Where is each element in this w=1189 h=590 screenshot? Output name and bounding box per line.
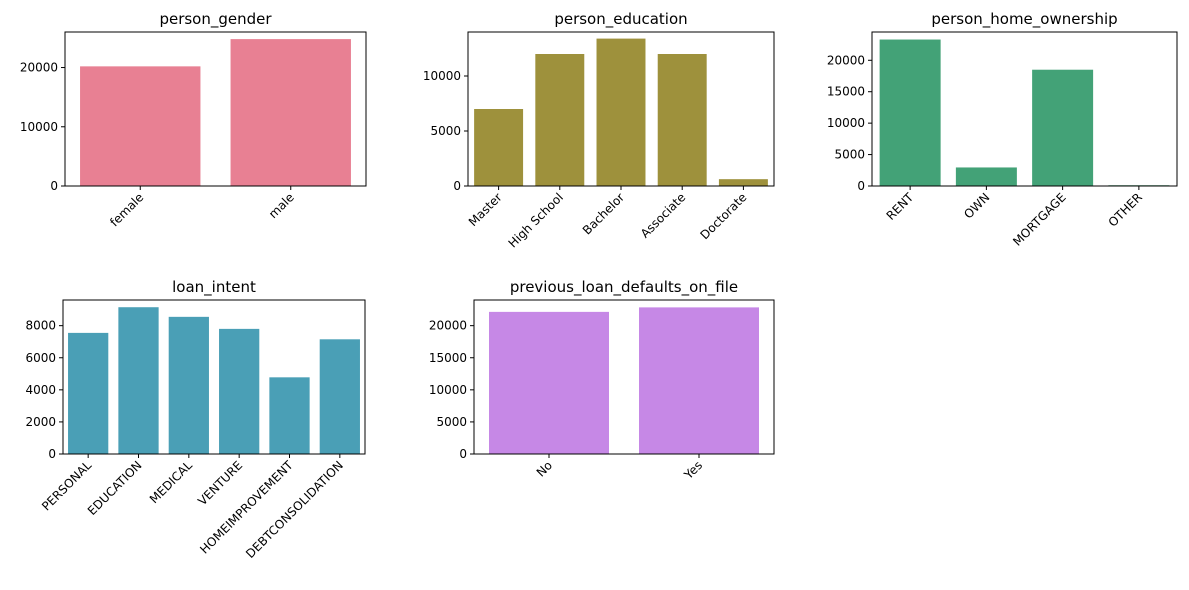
x-tick-label: MEDICAL [147, 458, 195, 506]
axes-frame [473, 299, 775, 455]
y-tick-label: 0 [857, 179, 865, 193]
axes-frame [871, 31, 1178, 187]
bar-male [230, 39, 351, 186]
x-tick-label: EDUCATION [85, 458, 145, 518]
chart-title: previous_loan_defaults_on_file [510, 278, 738, 297]
y-tick-label: 5000 [436, 415, 467, 429]
x-tick-label: OWN [961, 190, 992, 221]
bar-mortgage [1032, 69, 1094, 186]
chart-title: person_education [554, 10, 687, 29]
bar-bachelor [596, 38, 646, 186]
subplot-1: person_gender 0 10000 20000 female male [20, 10, 367, 229]
x-tick-label: Doctorate [697, 190, 749, 242]
x-tick-label: OTHER [1106, 190, 1145, 229]
y-tick-label: 20000 [429, 319, 467, 333]
x-tick-label: Bachelor [580, 190, 627, 237]
y-tick-label: 20000 [827, 53, 865, 67]
bar-venture [219, 328, 260, 454]
bar-own [955, 167, 1017, 186]
y-tick-label: 2000 [25, 415, 56, 429]
y-tick-label: 15000 [429, 351, 467, 365]
y-tick-label: 0 [459, 447, 467, 461]
x-tick-label: No [534, 458, 555, 479]
subplot-5: previous_loan_defaults_on_file 0 5000 10000… [429, 278, 775, 483]
y-tick-label: 20000 [20, 61, 58, 75]
y-tick-label: 6000 [25, 351, 56, 365]
chart-title: person_gender [159, 10, 272, 29]
x-tick-label: MORTGAGE [1010, 190, 1069, 249]
y-tick-label: 4000 [25, 383, 56, 397]
y-tick-label: 8000 [25, 319, 56, 333]
subplot-4: loan_intent 0 2000 4000 6000 8000 PERSONALEDUC… [25, 278, 366, 561]
y-tick-label: 5000 [430, 124, 461, 138]
axes-frame [62, 299, 366, 455]
x-tick-label: VENTURE [195, 458, 245, 508]
bar-no [489, 311, 609, 454]
y-tick-label: 0 [50, 179, 58, 193]
bar-education [118, 307, 159, 454]
bar-doctorate [718, 179, 768, 186]
y-tick-label: 10000 [423, 69, 461, 83]
subplot-2: person_education 0 5000 10000 Master High Sch… [423, 10, 775, 250]
axes-frame [64, 31, 367, 187]
x-tick-label: female [107, 190, 146, 229]
y-tick-label: 10000 [20, 120, 58, 134]
chart-title: loan_intent [172, 278, 256, 297]
y-tick-label: 0 [453, 179, 461, 193]
x-tick-label: Associate [638, 190, 689, 241]
y-tick-label: 10000 [827, 116, 865, 130]
x-tick-label: High School [506, 190, 566, 250]
x-tick-label: PERSONAL [39, 458, 94, 513]
bar-high-school [535, 54, 585, 186]
y-tick-label: 5000 [834, 148, 865, 162]
x-tick-label: RENT [884, 190, 917, 223]
bar-female [80, 66, 201, 186]
y-tick-label: 10000 [429, 383, 467, 397]
chart-title: person_home_ownership [931, 10, 1117, 29]
bar-medical [168, 316, 209, 454]
bar-associate [657, 54, 707, 186]
bar-personal [68, 332, 109, 454]
bar-master [474, 109, 524, 186]
bar-yes [639, 307, 759, 454]
y-tick-label: 15000 [827, 85, 865, 99]
x-tick-label: male [266, 190, 297, 221]
x-tick-label: Master [466, 190, 505, 229]
x-tick-label: HOMEIMPROVEMENT [197, 458, 296, 557]
y-tick-label: 0 [48, 447, 56, 461]
bar-rent [879, 39, 941, 186]
bar-debtconsolidation [319, 339, 360, 454]
x-tick-label: Yes [681, 458, 705, 482]
x-tick-label: DEBTCONSOLIDATION [243, 458, 346, 561]
bar-homeimprovement [269, 377, 310, 454]
subplot-3: person_home_ownership 0 5000 10000 15000 2000… [827, 10, 1178, 249]
